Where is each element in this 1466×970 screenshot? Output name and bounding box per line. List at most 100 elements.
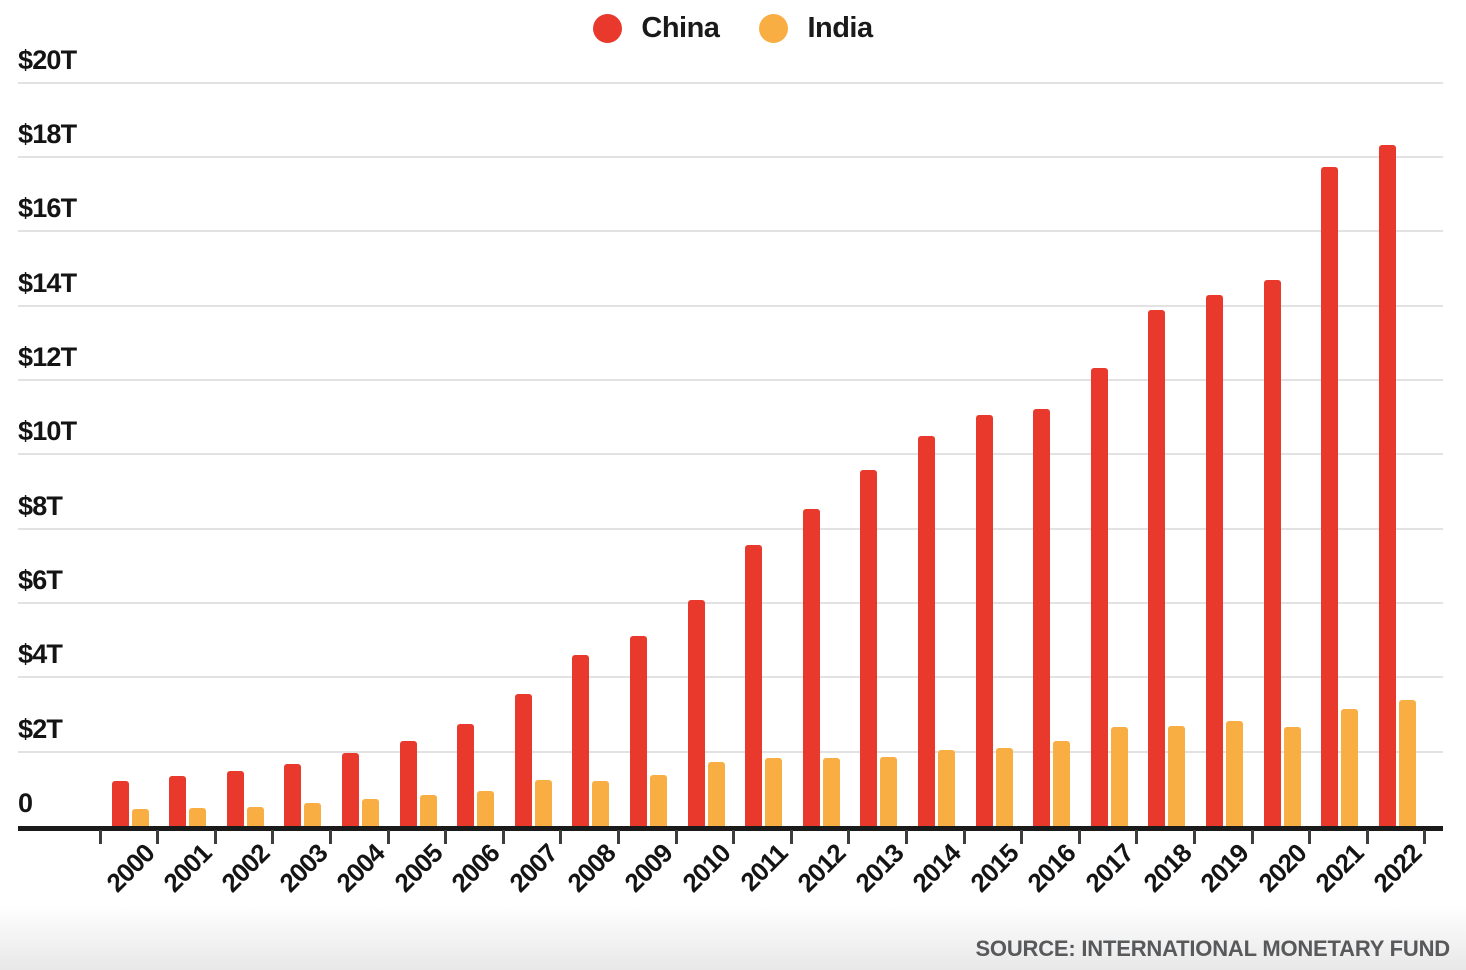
- x-axis-tick: [674, 830, 678, 844]
- bar-china-2004: [341, 753, 359, 826]
- gridline-$14T: [18, 304, 1443, 307]
- x-axis-tick: [962, 830, 966, 844]
- x-axis-tick: [904, 830, 908, 844]
- bar-india-2006: [477, 790, 495, 826]
- x-axis-tick: [328, 830, 332, 844]
- bar-china-2012: [802, 508, 820, 826]
- y-axis-label: $16T: [18, 193, 77, 224]
- bar-china-2013: [860, 470, 878, 826]
- gridline-$2T: [18, 750, 1443, 753]
- x-axis-tick: [1308, 830, 1312, 844]
- x-axis-tick: [1135, 830, 1139, 844]
- bar-china-2021: [1321, 166, 1339, 826]
- y-axis-label: $18T: [18, 118, 77, 149]
- x-axis-tick: [732, 830, 736, 844]
- bar-india-2005: [419, 795, 437, 826]
- gridline-$8T: [18, 527, 1443, 530]
- bar-india-2015: [995, 747, 1013, 826]
- chart-legend: China India: [0, 12, 1466, 45]
- bar-india-2017: [1110, 727, 1128, 826]
- legend-dot-china-icon: [593, 14, 623, 43]
- x-axis-tick: [1077, 830, 1081, 844]
- x-axis-tick: [1365, 830, 1369, 844]
- x-axis-tick: [616, 830, 620, 844]
- bar-india-2008: [592, 780, 610, 826]
- bar-china-2018: [1148, 309, 1166, 826]
- x-axis-tick: [386, 830, 390, 844]
- bar-india-2000: [131, 808, 149, 826]
- x-axis-tick: [1192, 830, 1196, 844]
- bar-china-2017: [1090, 368, 1108, 826]
- gridline-$16T: [18, 230, 1443, 233]
- bar-china-2014: [917, 436, 935, 826]
- bar-china-2006: [457, 723, 475, 826]
- y-axis-label: $12T: [18, 341, 77, 372]
- x-axis-tick: [271, 830, 275, 844]
- x-axis-tick: [847, 830, 851, 844]
- bar-india-2002: [246, 806, 264, 826]
- y-axis-label: $20T: [18, 44, 77, 75]
- bar-china-2010: [687, 599, 705, 826]
- x-axis-tick: [213, 830, 217, 844]
- bar-india-2019: [1225, 720, 1243, 826]
- gridline-$18T: [18, 155, 1443, 158]
- legend-item-china: China: [593, 12, 720, 45]
- bar-china-2001: [169, 776, 187, 826]
- y-axis-label: $2T: [18, 713, 63, 744]
- bar-china-2007: [514, 694, 532, 826]
- bar-china-2008: [572, 655, 590, 826]
- y-axis-label: $8T: [18, 490, 63, 521]
- y-axis-label: $14T: [18, 267, 77, 298]
- x-axis-tick: [1020, 830, 1024, 844]
- gridline-$10T: [18, 453, 1443, 456]
- bar-china-2005: [399, 740, 417, 826]
- y-axis-label: 0: [18, 788, 33, 818]
- bar-india-2004: [361, 799, 379, 826]
- y-axis-label: $6T: [18, 564, 63, 595]
- bar-china-2003: [284, 764, 302, 826]
- bar-china-2002: [226, 771, 244, 826]
- legend-item-india: India: [759, 12, 873, 45]
- x-axis-tick: [559, 830, 563, 844]
- bar-china-2009: [629, 636, 647, 826]
- gridline-$6T: [18, 601, 1443, 604]
- bar-china-2000: [111, 781, 129, 826]
- x-axis-tick: [98, 830, 102, 844]
- x-axis-tick: [444, 830, 448, 844]
- x-axis-tick: [1423, 830, 1427, 844]
- x-axis-tick: [156, 830, 160, 844]
- gridline-$20T: [18, 81, 1443, 84]
- y-axis-label: $10T: [18, 416, 77, 447]
- bar-china-2022: [1378, 144, 1396, 826]
- bar-india-2022: [1398, 699, 1416, 826]
- source-attribution: SOURCE: INTERNATIONAL MONETARY FUND: [975, 936, 1450, 961]
- bar-india-2007: [534, 779, 552, 826]
- bar-china-2011: [745, 545, 763, 826]
- bar-india-2018: [1168, 725, 1186, 826]
- x-axis-tick: [501, 830, 505, 844]
- bar-india-2013: [880, 756, 898, 826]
- bar-india-2021: [1341, 708, 1359, 826]
- bar-india-2014: [937, 750, 955, 826]
- gridline-$4T: [18, 676, 1443, 679]
- bar-india-2009: [649, 775, 667, 826]
- bar-india-2003: [304, 802, 322, 826]
- bar-india-2001: [189, 807, 207, 826]
- bottom-gradient: [0, 905, 1466, 970]
- y-axis-label: $4T: [18, 639, 63, 670]
- bar-india-2011: [765, 758, 783, 826]
- x-axis-tick: [1250, 830, 1254, 844]
- legend-label-china: China: [641, 12, 720, 44]
- legend-dot-india-icon: [759, 14, 789, 43]
- bar-china-2015: [975, 414, 993, 826]
- legend-label-india: India: [807, 12, 873, 44]
- x-axis-line: [18, 826, 1443, 831]
- bar-china-2016: [1033, 408, 1051, 826]
- bar-china-2019: [1205, 295, 1223, 826]
- gridline-$12T: [18, 378, 1443, 381]
- bar-india-2016: [1053, 740, 1071, 826]
- bar-india-2020: [1283, 726, 1301, 826]
- bar-india-2012: [822, 757, 840, 826]
